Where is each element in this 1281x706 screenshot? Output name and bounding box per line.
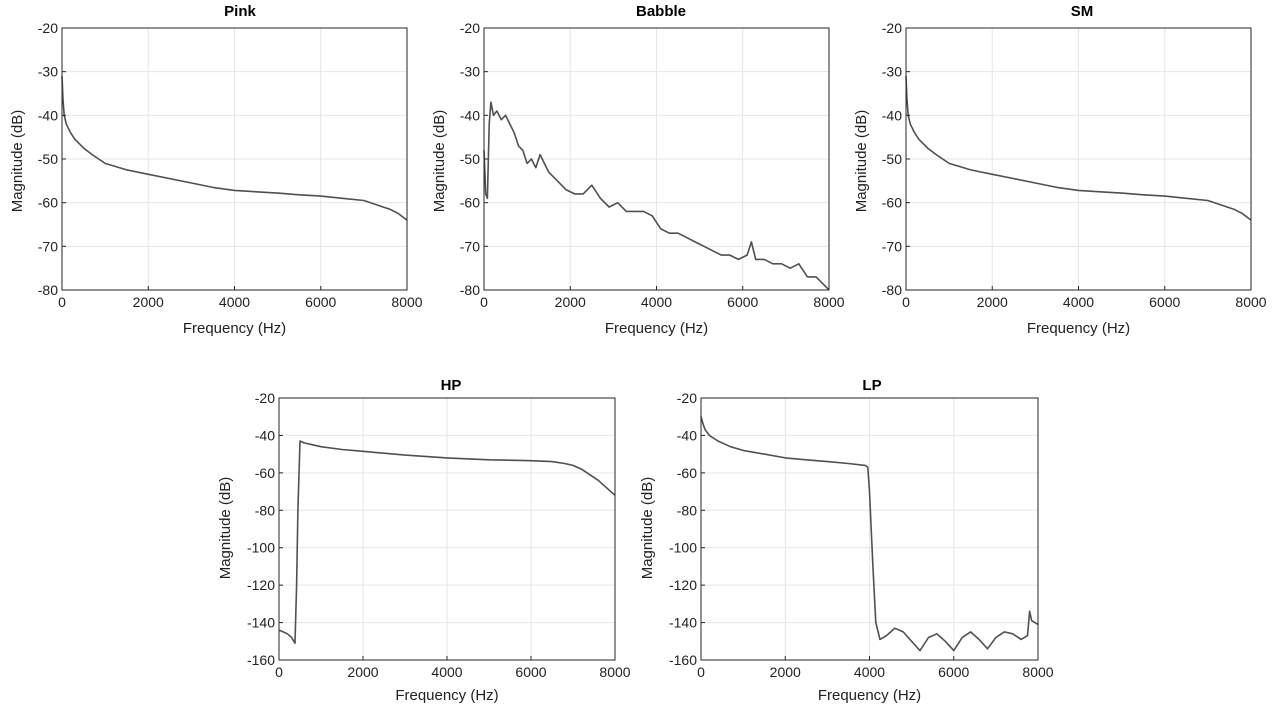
y-tick-label: -60 xyxy=(38,195,58,211)
x-tick-label: 8000 xyxy=(391,294,422,310)
x-axis-label: Frequency (Hz) xyxy=(605,320,708,337)
x-tick-label: 0 xyxy=(275,664,283,680)
y-tick-label: -20 xyxy=(460,20,480,36)
x-tick-label: 2000 xyxy=(977,294,1008,310)
y-tick-label: -20 xyxy=(677,390,697,406)
x-tick-label: 2000 xyxy=(770,664,801,680)
plot-area: 0 2000 4000 6000 8000 -20 -40 -60 -80 -100 -120 -14… xyxy=(247,390,631,680)
x-tick-label: 6000 xyxy=(938,664,969,680)
y-axis-label: Magnitude (dB) xyxy=(431,110,448,213)
y-tick-label: -20 xyxy=(38,20,58,36)
y-tick-label: -30 xyxy=(460,64,480,80)
y-tick-label: -40 xyxy=(460,107,480,123)
x-tick-label: 2000 xyxy=(347,664,378,680)
plot-area: 0 2000 4000 6000 8000 -20 -30 -40 -50 -60 -70 -80 xyxy=(38,20,423,310)
x-tick-label: 2000 xyxy=(133,294,164,310)
y-tick-label: -40 xyxy=(255,427,275,443)
y-tick-label: -50 xyxy=(460,151,480,167)
x-tick-label: 4000 xyxy=(1063,294,1094,310)
y-tick-label: -40 xyxy=(677,427,697,443)
y-axis-label: Magnitude (dB) xyxy=(639,477,656,580)
x-axis-label: Frequency (Hz) xyxy=(818,687,921,704)
x-axis-label: Frequency (Hz) xyxy=(1027,320,1130,337)
y-tick-label: -30 xyxy=(882,64,902,80)
y-tick-label: -60 xyxy=(460,195,480,211)
x-tick-label: 8000 xyxy=(599,664,630,680)
x-tick-label: 4000 xyxy=(641,294,672,310)
y-axis-label: Magnitude (dB) xyxy=(853,110,870,213)
y-tick-label: -120 xyxy=(247,577,275,593)
x-tick-label: 6000 xyxy=(727,294,758,310)
y-tick-label: -100 xyxy=(247,540,275,556)
y-tick-label: -20 xyxy=(255,390,275,406)
chart-title: LP xyxy=(862,377,881,394)
y-tick-label: -60 xyxy=(882,195,902,211)
y-tick-label: -20 xyxy=(882,20,902,36)
y-tick-label: -80 xyxy=(882,282,902,298)
y-axis-label: Magnitude (dB) xyxy=(217,477,234,580)
x-tick-label: 0 xyxy=(902,294,910,310)
x-tick-label: 0 xyxy=(697,664,705,680)
y-tick-label: -40 xyxy=(882,107,902,123)
x-tick-label: 4000 xyxy=(854,664,885,680)
x-axis-label: Frequency (Hz) xyxy=(183,320,286,337)
x-tick-label: 4000 xyxy=(219,294,250,310)
series-line xyxy=(700,416,1039,652)
y-tick-label: -140 xyxy=(247,615,275,631)
x-tick-label: 8000 xyxy=(1235,294,1266,310)
y-tick-label: -60 xyxy=(255,465,275,481)
y-tick-label: -30 xyxy=(38,64,58,80)
y-tick-label: -80 xyxy=(38,282,58,298)
series-line xyxy=(61,75,408,221)
x-tick-label: 2000 xyxy=(555,294,586,310)
x-tick-label: 4000 xyxy=(431,664,462,680)
series-line xyxy=(278,440,616,645)
y-tick-label: -80 xyxy=(255,502,275,518)
series-line xyxy=(483,101,830,291)
x-tick-label: 6000 xyxy=(305,294,336,310)
y-tick-label: -40 xyxy=(38,107,58,123)
chart-title: HP xyxy=(441,377,462,394)
chart-hp: 0 2000 4000 6000 8000 -20 -40 -60 -80 -100 -120 -14… xyxy=(217,377,631,704)
y-tick-label: -70 xyxy=(460,238,480,254)
y-axis-label: Magnitude (dB) xyxy=(9,110,26,213)
x-tick-label: 0 xyxy=(480,294,488,310)
chart-title: Pink xyxy=(224,3,256,20)
chart-babble: 0 2000 4000 6000 8000 -20 -30 -40 -50 -60 -70 -80 B… xyxy=(431,3,845,337)
y-tick-label: -160 xyxy=(247,652,275,668)
chart-pink: 0 2000 4000 6000 8000 -20 -30 -40 -50 -60 -70 -80 P… xyxy=(9,3,423,337)
series-line xyxy=(905,75,1252,221)
y-tick-label: -70 xyxy=(38,238,58,254)
chart-title: SM xyxy=(1071,3,1094,20)
chart-lp: 0 2000 4000 6000 8000 -20 -40 -60 -80 -100 -120 -14… xyxy=(639,377,1054,704)
chart-title: Babble xyxy=(636,3,686,20)
y-tick-label: -50 xyxy=(882,151,902,167)
plot-area: 0 2000 4000 6000 8000 -20 -30 -40 -50 -60 -70 -80 xyxy=(882,20,1267,310)
chart-sm: 0 2000 4000 6000 8000 -20 -30 -40 -50 -60 -70 -80 S… xyxy=(853,3,1267,337)
y-tick-label: -120 xyxy=(669,577,697,593)
y-tick-label: -80 xyxy=(460,282,480,298)
plot-area: 0 2000 4000 6000 8000 -20 -30 -40 -50 -60 -70 -80 xyxy=(460,20,845,310)
y-tick-label: -50 xyxy=(38,151,58,167)
x-tick-label: 6000 xyxy=(515,664,546,680)
y-tick-label: -140 xyxy=(669,615,697,631)
x-tick-label: 8000 xyxy=(813,294,844,310)
x-tick-label: 0 xyxy=(58,294,66,310)
y-tick-label: -70 xyxy=(882,238,902,254)
x-tick-label: 6000 xyxy=(1149,294,1180,310)
x-axis-label: Frequency (Hz) xyxy=(395,687,498,704)
y-tick-label: -160 xyxy=(669,652,697,668)
y-tick-label: -60 xyxy=(677,465,697,481)
y-tick-label: -80 xyxy=(677,502,697,518)
plot-area: 0 2000 4000 6000 8000 -20 -40 -60 -80 -100 -120 -14… xyxy=(669,390,1054,680)
x-tick-label: 8000 xyxy=(1022,664,1053,680)
y-tick-label: -100 xyxy=(669,540,697,556)
